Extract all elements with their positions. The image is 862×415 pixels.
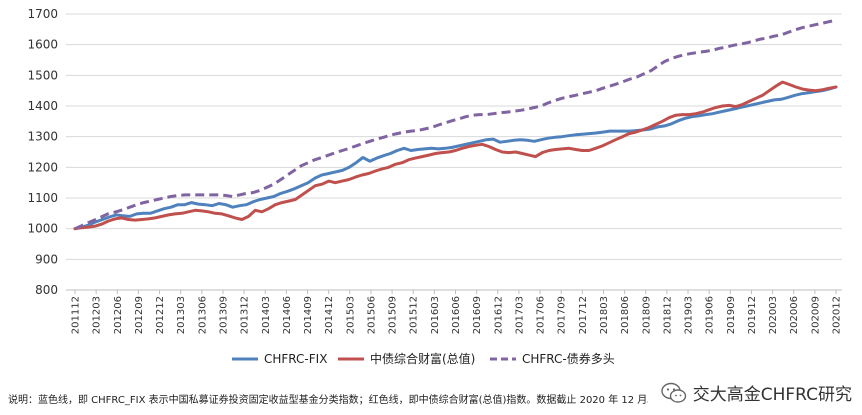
grid-lines (66, 13, 842, 291)
x-tick-label: 201803 (599, 296, 610, 334)
x-tick-label: 201809 (641, 296, 652, 334)
x-tick-label: 201409 (303, 296, 314, 334)
y-tick-label: 900 (35, 252, 58, 266)
x-tick-label: 201712 (578, 296, 589, 334)
y-tick-label: 1100 (27, 191, 58, 205)
watermark-text: 交大高金CHFRC研究 (692, 385, 852, 405)
x-tick-label: 201609 (472, 296, 483, 334)
x-tick-label: 201212 (155, 296, 166, 334)
x-tick-label: 201912 (747, 296, 758, 334)
x-tick-label: 201612 (493, 296, 504, 334)
x-tick-label: 201412 (324, 296, 335, 334)
x-tick-label: 201806 (620, 296, 631, 334)
footer-note: 说明：蓝色线，即 CHFRC_FIX 表示中国私募证券投资固定收益型基金分类指数… (8, 395, 648, 406)
x-tick-label: 201906 (705, 296, 716, 334)
legend-label: CHFRC-FIX (264, 352, 327, 366)
x-tick-label: 201403 (261, 296, 272, 334)
x-tick-label: 201406 (282, 296, 293, 334)
line-chart: 800 900 1000 1100 1200 1300 1400 1500 1600 1700 2… (27, 7, 843, 366)
y-axis: 800 900 1000 1100 1200 1300 1400 1500 1600 1700 (27, 7, 58, 297)
x-tick-label: 201606 (451, 296, 462, 334)
x-axis: 201112 201203 201206 201209 201212 201303 2013… (71, 290, 843, 334)
wechat-icon (661, 382, 686, 403)
x-tick-label: 201209 (134, 296, 145, 334)
watermark: 交大高金CHFRC研究 (661, 380, 852, 405)
x-tick-label: 202009 (810, 296, 821, 334)
legend: CHFRC-FIX 中债综合财富(总值) CHFRC-债券多头 (232, 351, 615, 366)
x-tick-label: 201312 (240, 296, 251, 334)
series-lines (73, 18, 838, 231)
x-tick-label: 201703 (514, 296, 525, 334)
x-tick-label: 202012 (832, 296, 843, 334)
x-tick-label: 201709 (557, 296, 568, 334)
chart-svg: 800 900 1000 1100 1200 1300 1400 1500 1600 1700 2… (27, 7, 843, 366)
x-tick-label: 202003 (768, 296, 779, 334)
legend-label: 中债综合财富(总值) (370, 351, 475, 366)
x-tick-label: 201903 (684, 296, 695, 334)
y-tick-label: 1200 (27, 160, 58, 174)
x-tick-label: 201112 (71, 296, 82, 334)
y-tick-label: 800 (35, 283, 58, 297)
x-tick-label: 201506 (366, 296, 377, 334)
x-tick-label: 201203 (92, 296, 103, 334)
x-tick-label: 201512 (409, 296, 420, 334)
x-tick-label: 201206 (113, 296, 124, 334)
series-line-3 (74, 18, 837, 231)
x-tick-label: 201603 (430, 296, 441, 334)
x-tick-label: 202006 (789, 296, 800, 334)
x-tick-label: 201812 (662, 296, 673, 334)
series-line-2 (73, 80, 838, 231)
y-tick-label: 1300 (27, 130, 58, 144)
x-tick-label: 201509 (388, 296, 399, 334)
x-tick-label: 201909 (726, 296, 737, 334)
x-tick-label: 201503 (345, 296, 356, 334)
y-tick-label: 1700 (27, 7, 58, 21)
x-tick-label: 201706 (536, 296, 547, 334)
x-tick-label: 201303 (176, 296, 187, 334)
x-tick-label: 201306 (197, 296, 208, 334)
y-tick-label: 1400 (27, 99, 58, 113)
legend-label: CHFRC-债券多头 (522, 351, 615, 366)
y-tick-label: 1000 (27, 222, 58, 236)
y-tick-label: 1600 (27, 38, 58, 52)
series-line-1 (73, 85, 838, 231)
y-tick-label: 1500 (27, 68, 58, 82)
x-tick-label: 201309 (218, 296, 229, 334)
